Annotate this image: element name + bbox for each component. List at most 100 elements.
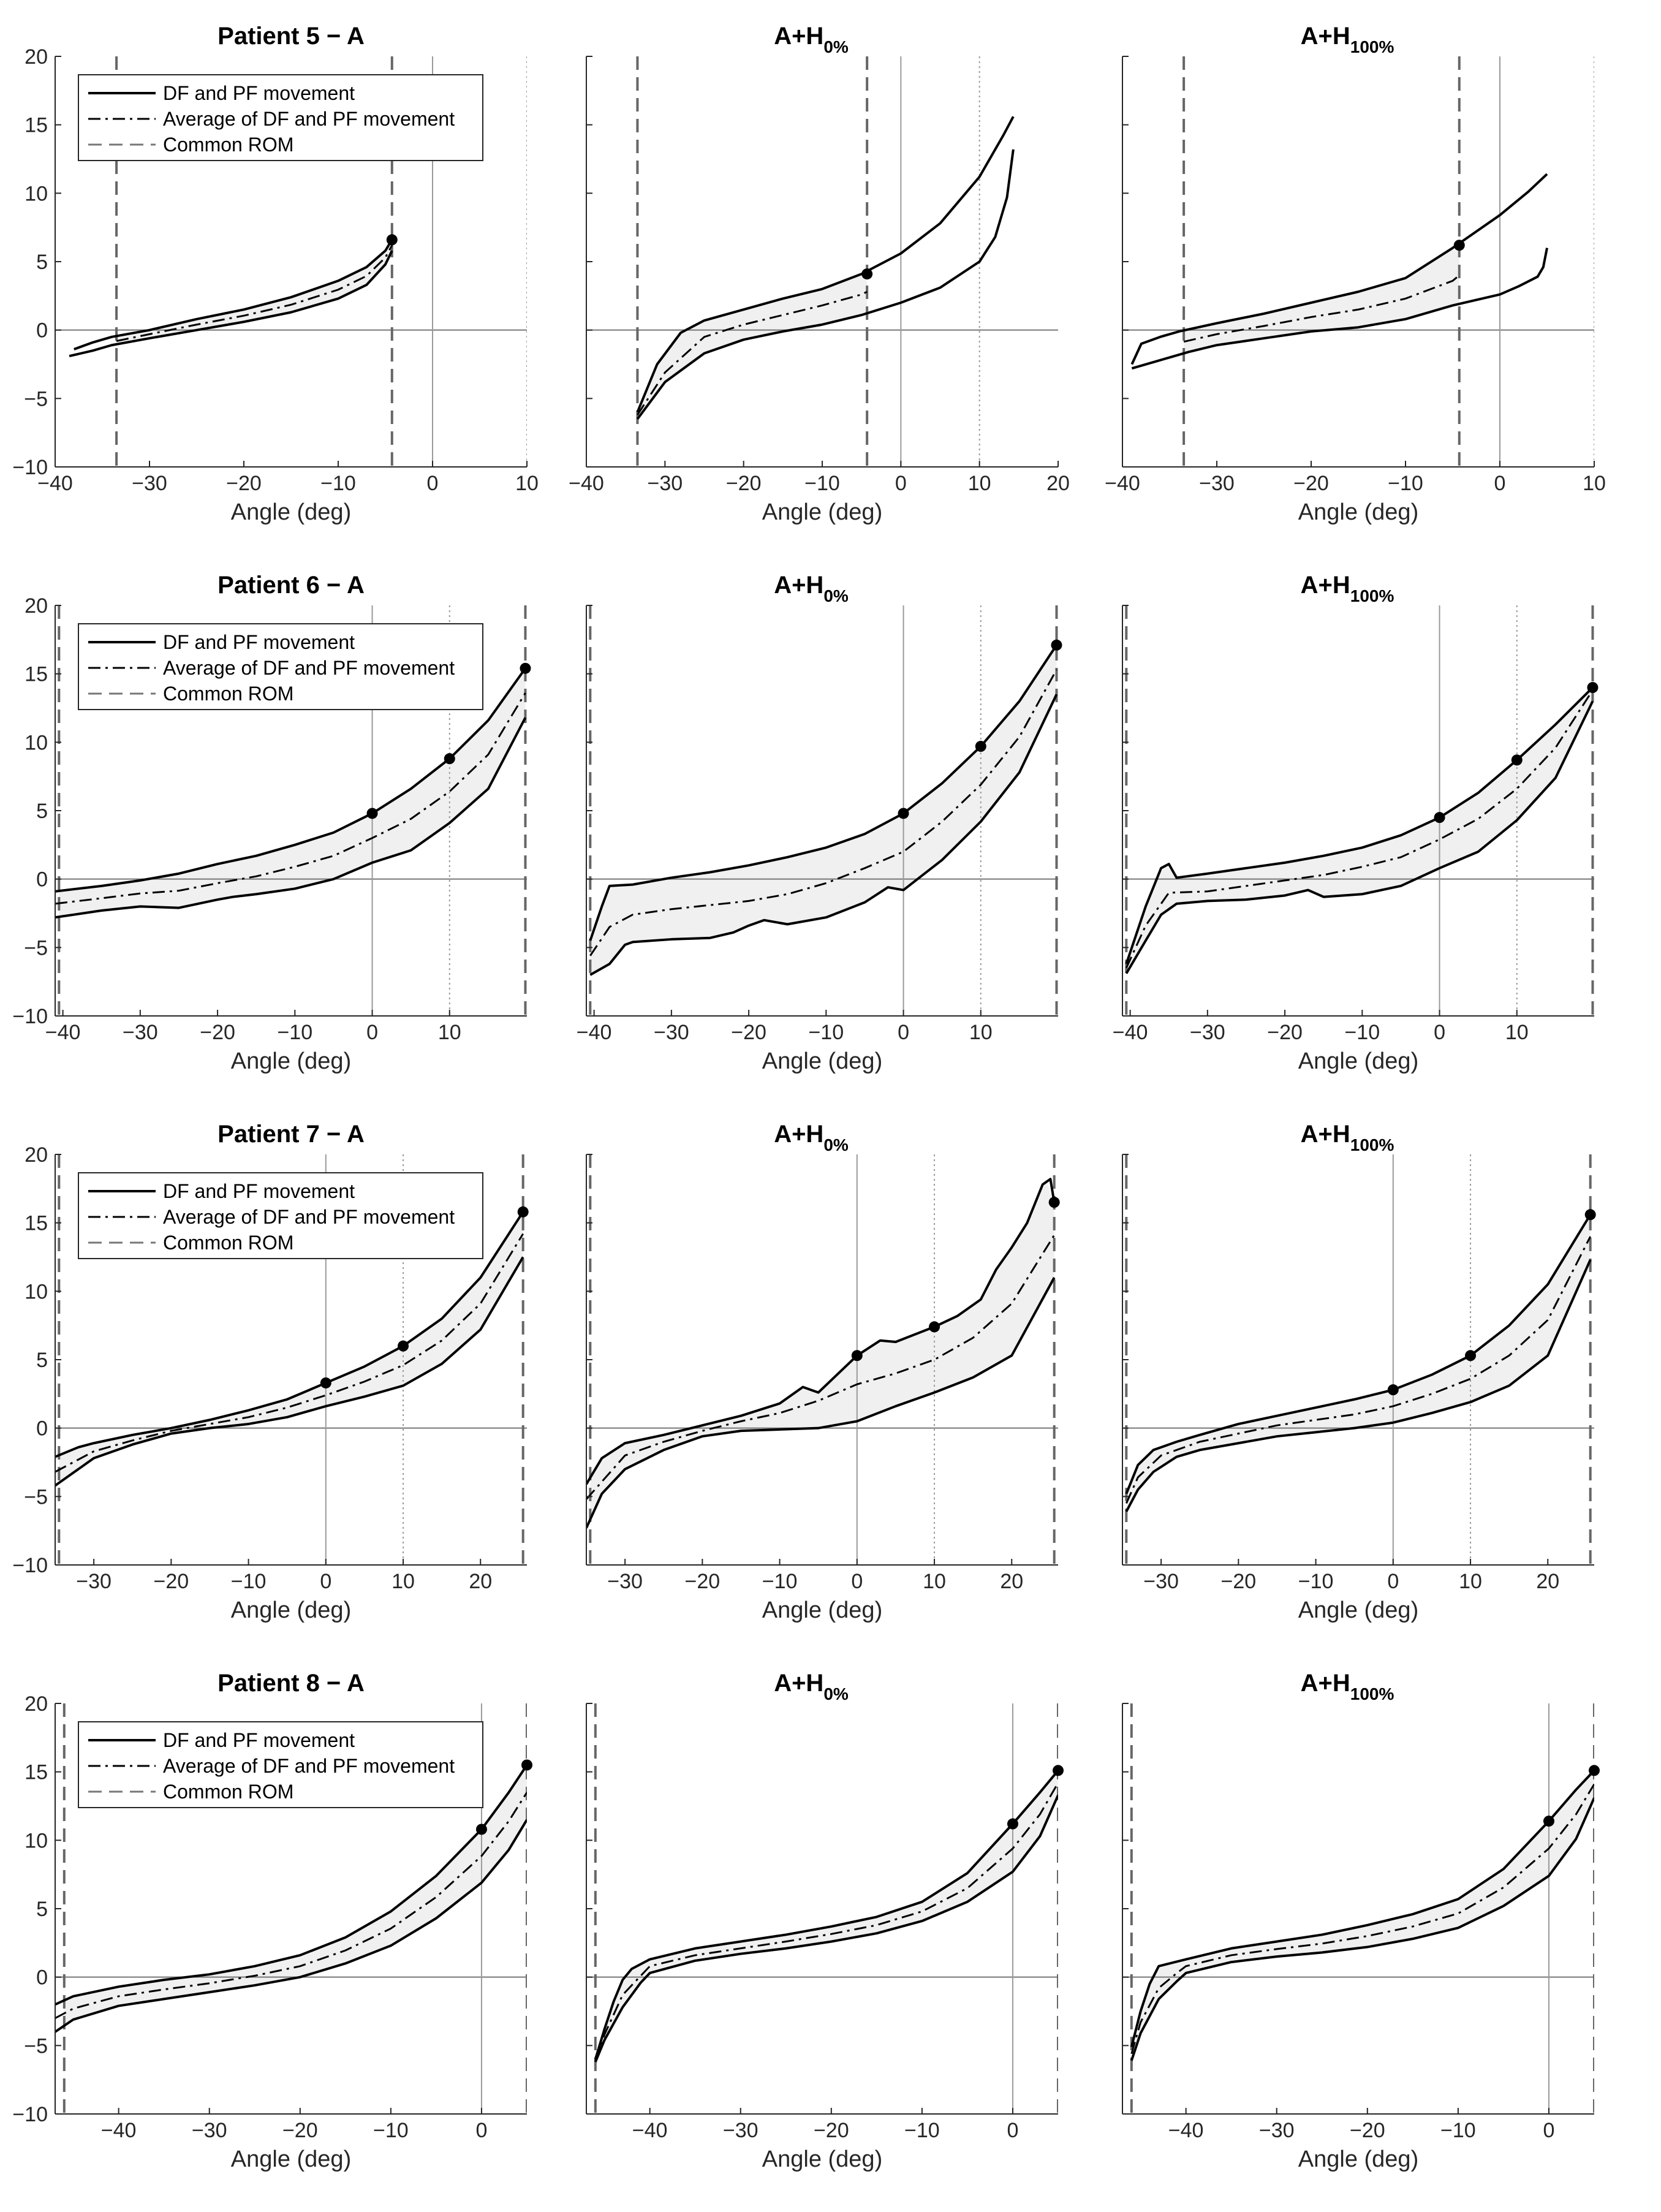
x-tick-label: −40	[1105, 472, 1140, 495]
x-tick-label: −40	[577, 1021, 612, 1044]
lower-curve-series	[55, 717, 527, 919]
x-tick-label: −40	[632, 2119, 668, 2142]
x-tick-label: −30	[132, 472, 167, 495]
data-point-marker	[320, 1377, 331, 1388]
lower-curve-series	[586, 1277, 1056, 1529]
x-tick-label: 20	[1536, 1570, 1559, 1593]
y-tick-label: 10	[25, 182, 48, 205]
x-tick-label: −30	[647, 472, 683, 495]
x-tick-label: 0	[476, 2119, 488, 2142]
upper-curve-series	[1125, 686, 1594, 964]
chart-panel: −40 −30 −20 −10 0 −10 −5 0 5 10 15 20 Angle (deg) Pat…	[12, 1670, 532, 2172]
data-point-marker	[929, 1321, 940, 1333]
data-point-marker	[851, 1350, 863, 1362]
data-point-marker	[898, 808, 909, 819]
lower-curve-series	[69, 250, 393, 358]
y-tick-label: −5	[24, 936, 48, 960]
x-tick-label: −30	[607, 1570, 643, 1593]
y-tick-label: 5	[36, 800, 48, 823]
legend: DF and PF movement Average of DF and PF m…	[78, 623, 483, 710]
upper-curve-series	[74, 239, 393, 350]
rom-shaded-band	[595, 1770, 1058, 2062]
average-curve-series	[116, 244, 393, 343]
legend-entry: DF and PF movement	[163, 631, 355, 653]
panel-title: Patient 7 − A	[218, 1121, 365, 1148]
rom-shaded-band	[637, 271, 868, 419]
x-tick-label: 0	[1434, 1021, 1445, 1044]
legend: DF and PF movement Average of DF and PF m…	[78, 74, 483, 161]
average-curve-series	[637, 290, 868, 415]
plot-area	[586, 605, 1058, 1016]
data-point-marker	[1511, 754, 1523, 766]
x-tick-label: 10	[392, 1570, 415, 1593]
chart-panel: −40 −30 −20 −10 0 10 −10 −5 0 5 10 15 20 Angle (deg) P…	[12, 23, 539, 525]
panel-title-subscript: 0%	[823, 586, 849, 605]
x-tick-label: 20	[1000, 1570, 1023, 1593]
upper-curve-series	[1130, 173, 1548, 365]
average-curve-series	[1125, 689, 1594, 969]
x-tick-label: 10	[1505, 1021, 1529, 1044]
x-tick-label: −40	[37, 472, 73, 495]
plot-area	[1122, 1703, 1594, 2114]
plot-area	[1122, 1154, 1594, 1565]
data-point-marker	[366, 808, 378, 819]
x-tick-label: −20	[226, 472, 262, 495]
lower-curve-series	[1125, 1259, 1592, 1512]
x-tick-label: 10	[1583, 472, 1606, 495]
x-axis-label: Angle (deg)	[231, 1597, 351, 1623]
upper-curve-series	[1125, 1214, 1592, 1494]
legend-entry: Common ROM	[163, 683, 293, 705]
x-tick-label: −10	[231, 1570, 267, 1593]
average-curve-series	[594, 1782, 1058, 2061]
data-point-marker	[386, 234, 398, 246]
rom-shaded-band	[1126, 1214, 1591, 1512]
data-point-marker	[1387, 1384, 1399, 1396]
rom-shaded-band	[64, 1765, 527, 2026]
y-tick-label: 5	[36, 251, 48, 274]
x-axis-label: Angle (deg)	[762, 1048, 882, 1074]
data-point-marker	[520, 662, 531, 674]
y-tick-label: −5	[24, 1485, 48, 1509]
y-tick-label: −10	[12, 1005, 48, 1028]
x-tick-label: 10	[923, 1570, 946, 1593]
y-tick-label: −10	[12, 1554, 48, 1577]
panel-title-subscript: 0%	[823, 1684, 849, 1703]
x-tick-label: −10	[808, 1021, 844, 1044]
data-point-marker	[861, 268, 873, 280]
x-tick-label: −10	[373, 2119, 409, 2142]
chart-panel: −30 −20 −10 0 10 20 Angle (deg) A+H100%	[1122, 1121, 1596, 1623]
panel-title-subscript: 100%	[1350, 37, 1394, 56]
x-tick-label: −10	[904, 2119, 940, 2142]
rom-shaded-band	[1131, 1770, 1594, 2061]
x-tick-label: −40	[45, 1021, 81, 1044]
x-tick-label: 0	[895, 472, 907, 495]
plot-area	[1122, 56, 1594, 467]
chart-panel: −40 −30 −20 −10 0 Angle (deg) A+H100%	[1122, 1670, 1600, 2172]
x-tick-label: −30	[654, 1021, 689, 1044]
x-tick-label: 0	[320, 1570, 331, 1593]
chart-panel: −40 −30 −20 −10 0 10 Angle (deg) A+H100%	[1113, 572, 1599, 1074]
x-tick-label: −30	[192, 2119, 227, 2142]
data-point-marker	[1434, 812, 1445, 824]
x-axis-label: Angle (deg)	[231, 1048, 351, 1074]
x-tick-label: 0	[1387, 1570, 1399, 1593]
x-tick-label: −20	[154, 1570, 189, 1593]
upper-curve-series	[55, 1211, 524, 1458]
x-tick-label: −20	[1221, 1570, 1257, 1593]
lower-curve-series	[1131, 248, 1548, 370]
data-point-marker	[1453, 240, 1465, 251]
x-tick-label: −20	[1293, 472, 1329, 495]
x-axis-label: Angle (deg)	[1298, 499, 1418, 525]
y-tick-label: 20	[25, 45, 48, 69]
x-axis-label: Angle (deg)	[1298, 1597, 1418, 1623]
y-tick-label: 0	[36, 1417, 48, 1441]
legend-box	[78, 1721, 483, 1808]
average-curve-series	[1183, 275, 1460, 343]
panel-title: Patient 8 − A	[218, 1670, 365, 1697]
panel-title-subscript: 100%	[1350, 1684, 1394, 1703]
panel-title-subscript: 0%	[823, 37, 849, 56]
rom-shaded-band	[116, 240, 392, 344]
panel-title: A+H0%	[774, 23, 849, 56]
y-tick-label: 10	[25, 1280, 48, 1303]
